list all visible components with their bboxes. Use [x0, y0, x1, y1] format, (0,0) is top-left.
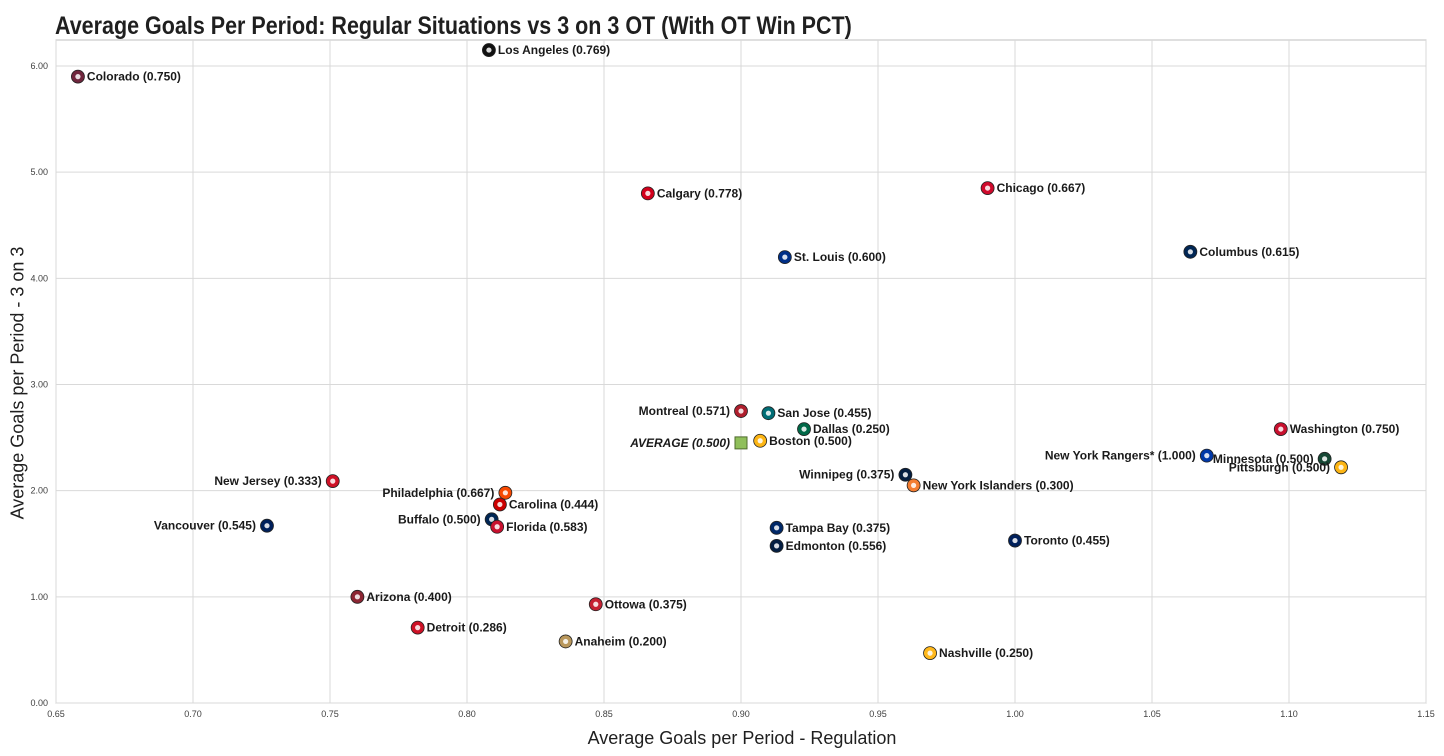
data-label: New York Islanders (0.300)	[923, 478, 1074, 492]
team-logo-marker-inner	[902, 472, 909, 478]
x-tick-label: 0.75	[321, 709, 339, 719]
data-label: Ottowa (0.375)	[605, 597, 687, 611]
average-label: AVERAGE (0.500)	[629, 436, 730, 450]
data-label: Anaheim (0.200)	[575, 634, 667, 648]
team-logo-marker-inner	[774, 525, 780, 531]
x-tick-label: 1.05	[1143, 709, 1161, 719]
team-logo-marker-inner	[927, 650, 933, 656]
team-logo-marker-inner	[765, 410, 772, 416]
data-label: San Jose (0.455)	[777, 406, 871, 420]
y-tick-label: 5.00	[30, 167, 48, 177]
data-label: New York Rangers* (1.000)	[1045, 449, 1196, 463]
y-tick-label: 0.00	[30, 698, 48, 708]
data-label: Vancouver (0.545)	[154, 519, 256, 533]
team-logo-marker-inner	[75, 74, 81, 80]
data-label: Boston (0.500)	[769, 434, 852, 448]
team-logo-marker-inner	[801, 426, 807, 432]
y-axis-title: Average Goals per Period - 3 on 3	[7, 246, 28, 520]
y-tick-label: 4.00	[30, 273, 48, 283]
data-label: Carolina (0.444)	[509, 497, 598, 511]
team-logo-marker-inner	[1338, 464, 1344, 470]
data-label: Nashville (0.250)	[939, 646, 1033, 660]
team-logo-marker-inner	[1187, 249, 1193, 255]
team-logo-marker-inner	[738, 408, 744, 414]
x-tick-label: 0.80	[458, 709, 476, 719]
team-logo-marker-inner	[1322, 456, 1328, 462]
data-label: Minnesota (0.500)	[1213, 452, 1314, 466]
data-label: Buffalo (0.500)	[398, 512, 481, 526]
chart-title: Average Goals Per Period: Regular Situat…	[55, 12, 852, 40]
team-logo-marker-inner	[645, 190, 651, 196]
y-tick-label: 2.00	[30, 486, 48, 496]
team-logo-marker-inner	[1278, 426, 1284, 432]
team-logo-marker-inner	[486, 47, 492, 53]
data-label: Edmonton (0.556)	[786, 539, 887, 553]
data-label: Montreal (0.571)	[639, 404, 730, 418]
x-tick-label: 1.10	[1280, 709, 1298, 719]
team-logo-marker-inner	[354, 594, 360, 600]
team-logo-marker-inner	[1204, 453, 1210, 459]
average-marker	[734, 436, 748, 450]
data-label: New Jersey (0.333)	[214, 474, 321, 488]
x-tick-label: 0.65	[47, 709, 65, 719]
x-tick-label: 0.85	[595, 709, 613, 719]
data-label: Detroit (0.286)	[427, 621, 507, 635]
team-logo-marker-inner	[985, 185, 991, 191]
data-label: Colorado (0.750)	[87, 70, 181, 84]
data-label: Washington (0.750)	[1290, 422, 1400, 436]
data-label: Tampa Bay (0.375)	[786, 521, 891, 535]
data-label: Columbus (0.615)	[1199, 245, 1299, 259]
team-logo-marker-inner	[782, 254, 788, 260]
team-logo-marker-inner	[563, 638, 569, 645]
team-logo-marker-inner	[593, 601, 599, 607]
x-axis-title: Average Goals per Period - Regulation	[587, 728, 897, 748]
team-logo-marker-inner	[911, 482, 917, 488]
y-tick-label: 3.00	[30, 380, 48, 390]
data-label: Dallas (0.250)	[813, 422, 890, 436]
x-tick-label: 1.15	[1417, 709, 1435, 719]
x-tick-label: 1.00	[1006, 709, 1024, 719]
data-label: Pittsburgh (0.500)	[1229, 460, 1330, 474]
x-tick-label: 0.70	[184, 709, 202, 719]
data-label: Winnipeg (0.375)	[799, 468, 894, 482]
x-tick-label: 0.90	[732, 709, 750, 719]
team-logo-marker-inner	[1012, 537, 1018, 544]
team-logo-marker-inner	[757, 438, 763, 444]
data-label: St. Louis (0.600)	[794, 250, 886, 264]
team-logo-marker-inner	[415, 625, 421, 631]
data-label: Calgary (0.778)	[657, 186, 742, 200]
data-label: Los Angeles (0.769)	[498, 43, 610, 57]
team-logo-marker-inner	[774, 543, 780, 549]
y-tick-label: 1.00	[30, 592, 48, 602]
team-logo-marker-inner	[494, 524, 500, 530]
team-logo-marker-inner	[502, 490, 508, 496]
data-label: Toronto (0.455)	[1024, 534, 1110, 548]
team-logo-marker-inner	[264, 523, 270, 529]
data-label: Chicago (0.667)	[997, 181, 1086, 195]
team-logo-marker-inner	[497, 501, 503, 508]
team-logo-marker-inner	[489, 516, 495, 522]
team-logo-marker-inner	[330, 478, 336, 484]
data-label: Arizona (0.400)	[366, 590, 451, 604]
y-tick-label: 6.00	[30, 61, 48, 71]
data-label: Florida (0.583)	[506, 520, 587, 534]
data-label: Philadelphia (0.667)	[382, 486, 494, 500]
x-tick-label: 0.95	[869, 709, 887, 719]
